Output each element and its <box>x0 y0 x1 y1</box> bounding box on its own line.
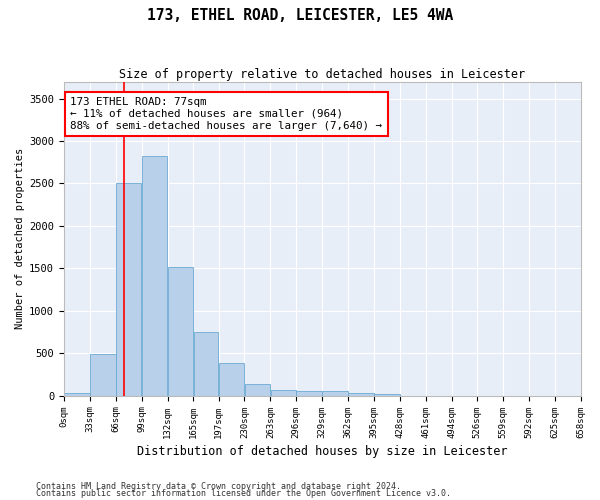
X-axis label: Distribution of detached houses by size in Leicester: Distribution of detached houses by size … <box>137 444 508 458</box>
Bar <box>348 394 374 396</box>
Bar <box>90 354 116 396</box>
Bar <box>194 332 218 396</box>
Bar <box>167 266 193 396</box>
Text: Contains public sector information licensed under the Open Government Licence v3: Contains public sector information licen… <box>36 489 451 498</box>
Bar <box>142 156 167 396</box>
Bar <box>116 182 142 396</box>
Bar <box>296 391 322 396</box>
Text: Contains HM Land Registry data © Crown copyright and database right 2024.: Contains HM Land Registry data © Crown c… <box>36 482 401 491</box>
Bar <box>322 391 348 396</box>
Bar <box>64 394 89 396</box>
Bar <box>245 384 270 396</box>
Title: Size of property relative to detached houses in Leicester: Size of property relative to detached ho… <box>119 68 525 80</box>
Bar <box>218 364 244 396</box>
Bar <box>271 390 296 396</box>
Text: 173 ETHEL ROAD: 77sqm
← 11% of detached houses are smaller (964)
88% of semi-det: 173 ETHEL ROAD: 77sqm ← 11% of detached … <box>70 98 382 130</box>
Text: 173, ETHEL ROAD, LEICESTER, LE5 4WA: 173, ETHEL ROAD, LEICESTER, LE5 4WA <box>147 8 453 22</box>
Bar <box>374 394 400 396</box>
Y-axis label: Number of detached properties: Number of detached properties <box>15 148 25 329</box>
